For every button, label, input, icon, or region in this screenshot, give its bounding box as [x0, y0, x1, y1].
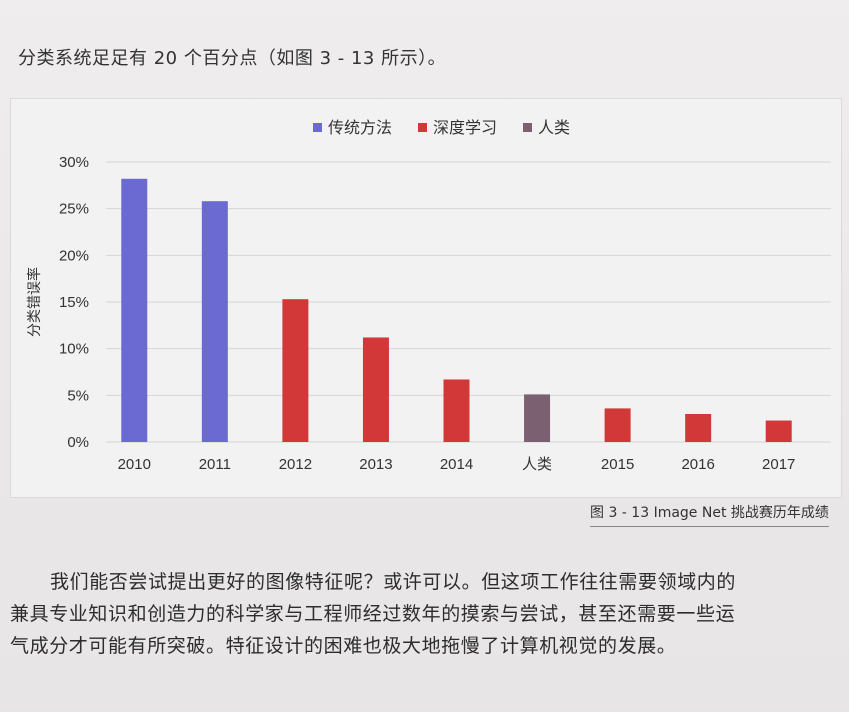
x-tick-label: 2011: [199, 456, 231, 473]
y-tick-label: 10%: [59, 341, 89, 358]
x-tick-label: 2014: [440, 456, 473, 473]
legend-swatch: [313, 123, 322, 132]
legend-label: 深度学习: [433, 118, 497, 137]
legend-label: 传统方法: [328, 118, 392, 137]
bar: [282, 299, 309, 442]
x-tick-label: 2017: [762, 456, 795, 473]
y-tick-label: 30%: [59, 154, 89, 171]
x-tick-label: 2012: [279, 456, 312, 473]
bar: [604, 408, 631, 442]
figure-caption: 图 3 - 13 Image Net 挑战赛历年成绩: [590, 502, 829, 527]
y-tick-label: 20%: [59, 247, 89, 264]
y-tick-label: 0%: [67, 434, 89, 451]
bar: [443, 379, 470, 442]
y-axis-label: 分类错误率: [26, 267, 43, 337]
x-tick-label: 2010: [118, 456, 151, 473]
bar: [362, 337, 389, 442]
bar: [685, 414, 712, 442]
x-tick-label: 人类: [522, 456, 552, 473]
legend-swatch: [523, 123, 532, 132]
x-tick-label: 2016: [681, 456, 714, 473]
intro-text: 分类系统足足有 20 个百分点（如图 3 - 13 所示）。: [18, 48, 447, 69]
chart-panel: 0% 5% 10% 15% 20% 25% 30% 分类错误率 传统方法 深度学习 人类 2010 20…: [10, 98, 842, 498]
bar: [201, 201, 228, 442]
bar: [765, 420, 792, 442]
y-tick-label: 5%: [67, 387, 89, 404]
legend-swatch: [418, 123, 427, 132]
bar: [524, 394, 551, 442]
body-line-3: 气成分才可能有所突破。特征设计的困难也极大地拖慢了计算机视觉的发展。: [10, 635, 677, 657]
legend-label: 人类: [538, 118, 570, 137]
body-text: 我们能否尝试提出更好的图像特征呢？或许可以。但这项工作往往需要领域内的 兼具专业…: [10, 566, 840, 662]
y-tick-label: 25%: [59, 201, 89, 218]
x-tick-label: 2013: [359, 456, 392, 473]
y-tick-label: 15%: [59, 294, 89, 311]
body-line-2: 兼具专业知识和创造力的科学家与工程师经过数年的摸索与尝试，甚至还需要一些运: [10, 603, 736, 625]
bar: [121, 178, 148, 443]
body-line-1: 我们能否尝试提出更好的图像特征呢？或许可以。但这项工作往往需要领域内的: [50, 571, 737, 593]
x-tick-label: 2015: [601, 456, 634, 473]
